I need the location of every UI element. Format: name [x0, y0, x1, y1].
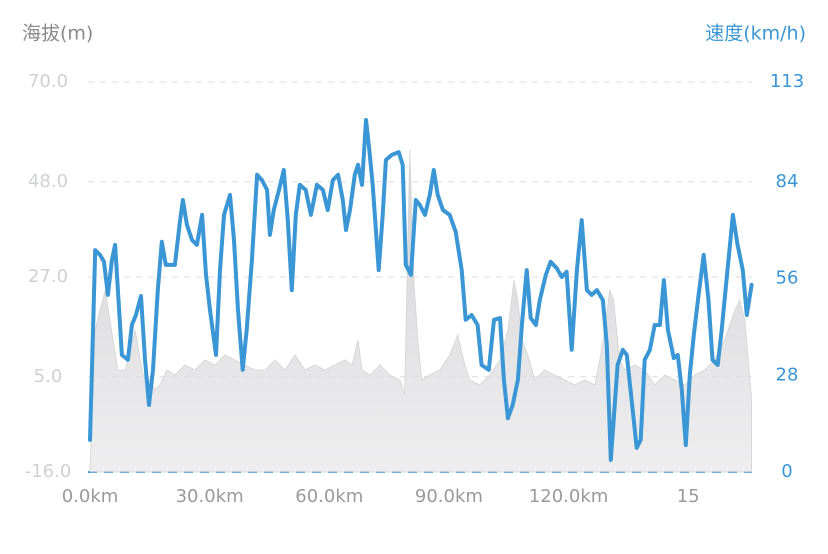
y2-tick-label: 56: [776, 268, 799, 289]
y2-axis-title: 速度(km/h): [705, 23, 806, 45]
speed-line: [88, 118, 754, 462]
y-tick-label: 70.0: [28, 71, 68, 92]
y-tick-label: 48.0: [28, 171, 68, 192]
x-tick-label: 90.0km: [415, 486, 483, 507]
x-tick-label: 15: [677, 486, 700, 507]
x-tick-label: 60.0km: [295, 486, 363, 507]
altitude-area: [89, 149, 752, 473]
y2-tick-label: 113: [770, 71, 804, 92]
y-tick-label: 5.0: [34, 366, 63, 387]
y2-tick-label: 84: [776, 171, 799, 192]
y2-tick-label: 0: [781, 461, 792, 482]
tick-labels: 70.0 48.0 27.0 5.0 -16.0 113 84 56 28 0 0.0km 30.0k…: [25, 71, 804, 507]
y-axis-title: 海拔(m): [22, 23, 93, 45]
y-tick-label: 27.0: [28, 266, 68, 287]
y2-tick-label: 28: [776, 364, 799, 385]
plot-lines: [88, 118, 754, 462]
x-tick-label: 30.0km: [176, 486, 244, 507]
plot-area: [89, 149, 752, 473]
x-tick-label: 0.0km: [62, 486, 119, 507]
y-tick-label: -16.0: [25, 461, 72, 482]
x-tick-label: 120.0km: [529, 486, 609, 507]
